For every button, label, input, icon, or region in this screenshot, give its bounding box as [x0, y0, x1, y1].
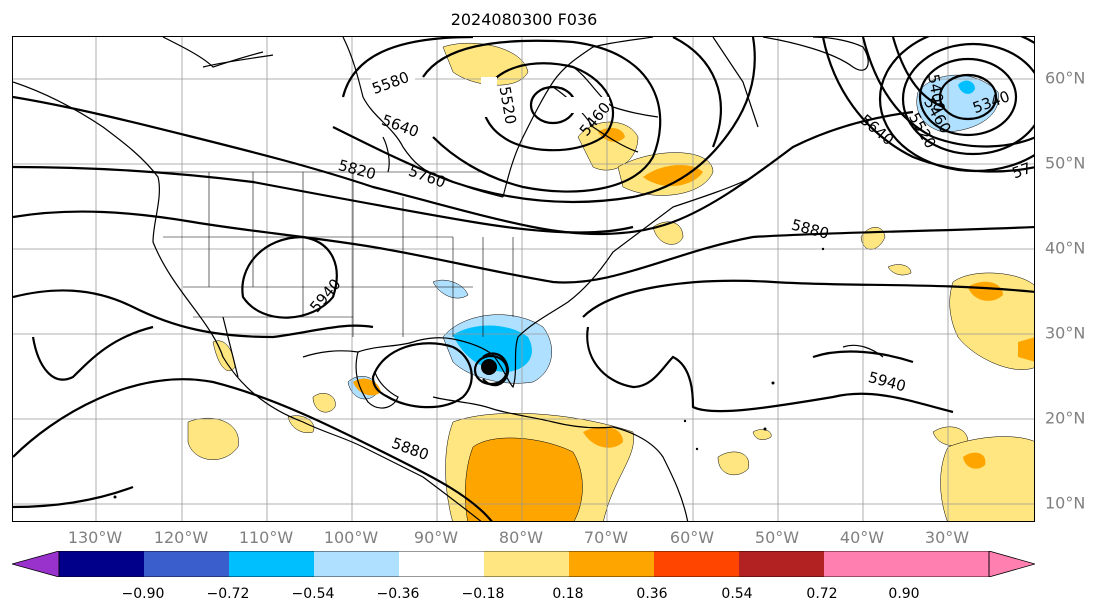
contour-label: 5760 [406, 162, 448, 192]
coastlines [13, 37, 884, 521]
contour-label: 5580 [370, 68, 412, 98]
lon-label: 70°W [583, 528, 629, 547]
colorbar-tick: −0.18 [461, 586, 505, 602]
contour-label: 5940 [306, 275, 344, 316]
colorbar [12, 551, 1035, 577]
colorbar-tick: −0.72 [206, 586, 250, 602]
lon-label: 110°W [238, 528, 294, 547]
lon-label: 30°W [924, 528, 970, 547]
storm-center-marker [481, 359, 497, 375]
lat-label: 30°N [1045, 323, 1086, 343]
map-panel: 5580 5520 5460 5640 5820 5760 5880 5940 … [12, 36, 1035, 522]
colorbar-swatch [824, 551, 989, 577]
lat-label: 10°N [1045, 493, 1086, 513]
contour-label: 5940 [866, 368, 908, 395]
lat-label: 60°N [1045, 68, 1086, 88]
colorbar-swatch [484, 551, 569, 577]
contour-label: 5820 [336, 156, 378, 183]
lat-label: 20°N [1045, 408, 1086, 428]
colorbar-swatch [739, 551, 824, 577]
map-canvas: 5580 5520 5460 5640 5820 5760 5880 5940 … [13, 37, 1034, 521]
map-title: 2024080300 F036 [450, 10, 598, 29]
colorbar-swatch [229, 551, 314, 577]
graticule [13, 37, 1034, 521]
colorbar-swatch [399, 551, 484, 577]
colorbar-swatch [59, 551, 144, 577]
contour-label: 57 [1010, 159, 1034, 182]
lon-label: 130°W [67, 528, 123, 547]
lat-label: 40°N [1045, 238, 1086, 258]
colorbar-tick: 0.54 [721, 586, 753, 602]
lon-label: 60°W [669, 528, 715, 547]
lon-label: 120°W [153, 528, 209, 547]
colorbar-tick: −0.36 [376, 586, 420, 602]
colorbar-swatch [569, 551, 654, 577]
islands [113, 247, 825, 499]
lat-label: 50°N [1045, 153, 1086, 173]
lon-label: 90°W [413, 528, 459, 547]
contour-label: 5880 [789, 216, 831, 243]
colorbar-tick: 0.72 [806, 586, 838, 602]
lon-label: 80°W [498, 528, 544, 547]
lon-label: 40°W [839, 528, 885, 547]
contour-label: 5520 [496, 85, 520, 126]
colorbar-tick: 0.90 [888, 586, 920, 602]
colorbar-tick: 0.36 [636, 586, 668, 602]
contour-label: 5640 [379, 111, 421, 141]
colorbar-tick: 0.18 [552, 586, 584, 602]
colorbar-swatch [12, 551, 60, 577]
colorbar-tick: −0.54 [291, 586, 335, 602]
colorbar-swatch [988, 551, 1035, 577]
colorbar-swatch [144, 551, 229, 577]
colorbar-swatch [654, 551, 739, 577]
colorbar-swatch [314, 551, 399, 577]
colorbar-tick: −0.90 [121, 586, 165, 602]
lon-label: 50°W [754, 528, 800, 547]
height-contours [13, 37, 1034, 521]
anomaly-shading [187, 42, 1034, 521]
lon-label: 100°W [323, 528, 379, 547]
